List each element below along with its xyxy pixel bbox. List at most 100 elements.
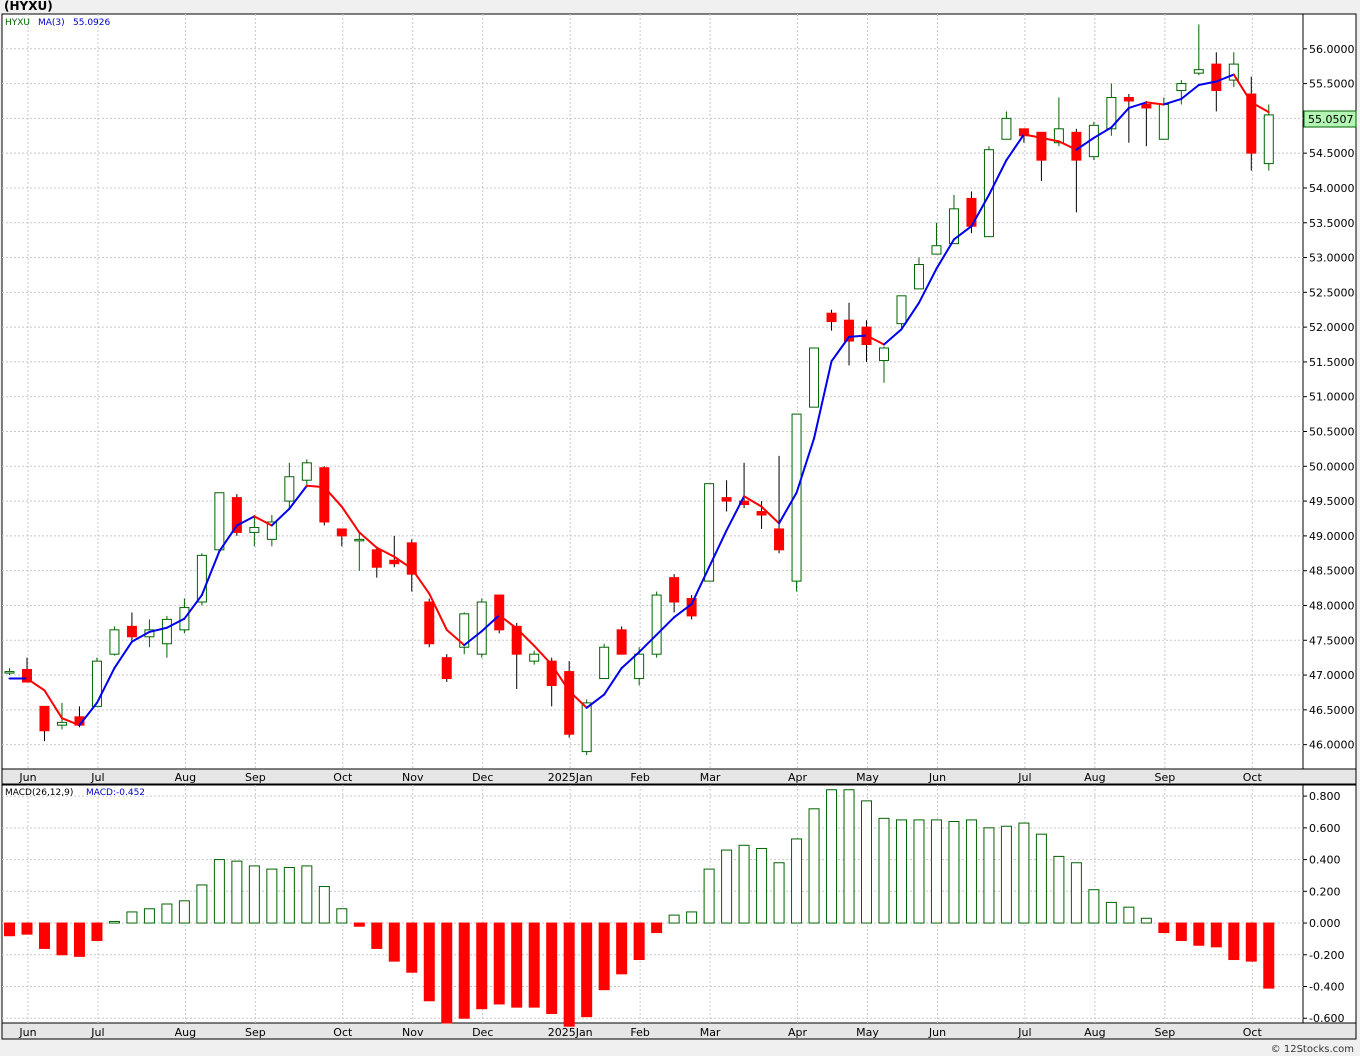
macd-bar <box>1175 922 1187 941</box>
ma-segment <box>708 529 728 569</box>
ma-segment <box>60 717 81 727</box>
ma-segment <box>970 193 990 228</box>
candle-body <box>1211 63 1222 92</box>
candle-body <box>634 653 645 680</box>
macd-bar <box>196 884 208 924</box>
ma-segment <box>1022 133 1043 139</box>
macd-bar <box>248 865 260 924</box>
ma-segment <box>515 627 536 647</box>
macd-bar <box>4 922 15 937</box>
macd-bar <box>948 820 960 924</box>
ma-segment <box>585 693 606 709</box>
ma-segment <box>987 159 1008 196</box>
candle-body <box>913 264 924 290</box>
candle-body <box>564 671 575 735</box>
price-tick-label: 53.5000 <box>1309 217 1355 230</box>
macd-bar <box>563 922 575 1027</box>
macd-bar <box>1000 825 1012 924</box>
x-tick-label: Jun <box>18 1026 36 1039</box>
ma-segment <box>830 335 851 363</box>
macd-bar <box>773 862 785 924</box>
macd-bar <box>633 922 645 961</box>
legend-symbol: HYXU <box>5 18 30 28</box>
macd-bar <box>91 922 103 941</box>
candle-body <box>21 668 32 683</box>
candle-body <box>791 413 802 582</box>
ma-segment <box>690 566 711 606</box>
x-tick-label: May <box>856 771 879 784</box>
legend-macd-value: MACD:-0.452 <box>86 788 145 798</box>
ma-segment <box>323 486 343 508</box>
macd-bar <box>441 922 453 1024</box>
macd-tick-label: -0.400 <box>1309 981 1344 994</box>
price-tick-label: 56.0000 <box>1309 43 1355 56</box>
x-tick-label: Apr <box>788 1026 808 1039</box>
macd-bar <box>126 911 138 924</box>
macd-bar <box>178 900 190 924</box>
ma-segment <box>917 267 938 304</box>
macd-tick-label: -0.200 <box>1309 949 1344 962</box>
candle-body <box>1106 97 1117 130</box>
candle-body <box>1071 131 1082 161</box>
candle-body <box>669 577 680 603</box>
macd-bar <box>808 808 820 924</box>
macd-bar <box>791 838 803 924</box>
candle-body <box>301 462 312 481</box>
macd-bar <box>1053 855 1065 924</box>
ma-segment <box>673 603 693 619</box>
x-tick-label: Oct <box>1243 1026 1263 1039</box>
x-tick-label: Jul <box>1017 1026 1031 1039</box>
ma-segment <box>25 677 46 692</box>
candle-body <box>1036 131 1047 161</box>
ma-segment <box>270 507 291 527</box>
candle-body <box>1158 103 1169 140</box>
macd-bar <box>756 847 768 924</box>
ma-segment <box>900 301 920 331</box>
candle-body <box>529 653 540 662</box>
price-tick-label: 52.0000 <box>1309 321 1355 334</box>
price-panel <box>1 13 1357 785</box>
ma-segment <box>603 667 623 696</box>
x-tick-label: Dec <box>472 1026 493 1039</box>
x-tick-label: Jul <box>90 1026 104 1039</box>
candle-body <box>721 497 732 502</box>
macd-bar <box>38 922 50 949</box>
candle-body <box>406 542 417 575</box>
macd-bar <box>56 922 68 956</box>
x-tick-label: Dec <box>472 771 493 784</box>
price-tick-label: 49.5000 <box>1309 495 1355 508</box>
x-tick-label: Nov <box>402 771 424 784</box>
ma-segment <box>130 630 151 643</box>
macd-bar <box>983 827 995 924</box>
candle-body <box>546 660 557 686</box>
candle-body <box>1246 93 1257 154</box>
ma-segment <box>778 491 798 525</box>
macd-bar <box>826 789 838 924</box>
candle-body <box>441 657 452 680</box>
x-tick-label: Nov <box>402 1026 424 1039</box>
macd-bar <box>371 922 383 949</box>
ma-segment <box>393 555 413 570</box>
macd-bar <box>598 922 610 991</box>
candle-body <box>231 497 242 533</box>
candle-body <box>599 646 610 680</box>
ma-segment <box>952 225 973 241</box>
macd-bar <box>318 886 330 924</box>
candle-body <box>196 554 207 603</box>
ma-segment <box>1110 106 1130 129</box>
candle-body <box>651 594 662 655</box>
price-tick-label: 51.0000 <box>1309 391 1355 404</box>
ma-segment <box>1250 101 1270 114</box>
x-tick-label: Oct <box>333 1026 353 1039</box>
macd-bar <box>458 922 470 1019</box>
macd-y-axis: -0.600 -0.400 -0.200 0.000 0.200 0.400 0.600 0.… <box>1303 790 1344 1025</box>
x-tick-label: Mar <box>700 1026 721 1039</box>
macd-bar <box>1158 922 1170 934</box>
ma-segment <box>288 484 308 510</box>
x-tick-label: Sep <box>1154 1026 1175 1039</box>
price-y-axis: 46.0000 46.5000 47.0000 47.5000 48.0000 48.50… <box>1303 43 1355 752</box>
ma-segment <box>165 617 186 629</box>
ticker-label: (HYXU) <box>4 0 53 13</box>
ma-segment <box>795 437 816 494</box>
